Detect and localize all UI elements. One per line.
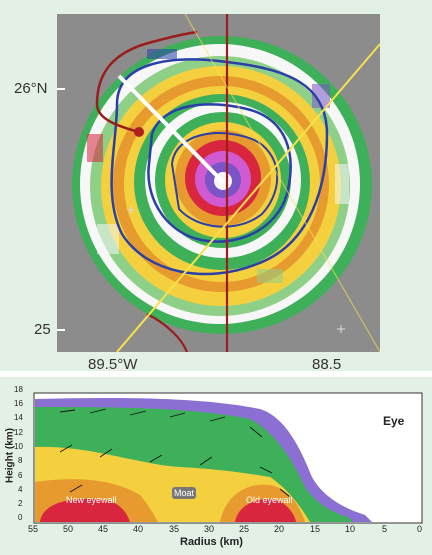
x-tick-20: 20 [274,524,285,534]
x-tick-35: 35 [169,524,180,534]
wind-vectors [59,408,291,498]
old-eyewall-core [235,499,296,522]
cross-section-line [117,74,225,184]
contour-inner [147,103,292,243]
radar-speckle [87,49,349,283]
storm-track-north [95,30,198,105]
lon-label-88-5: 88.5 [312,356,342,373]
y-axis-title: Height (km) [4,428,16,483]
y-tick-2: 2 [18,499,23,508]
radar-map [57,13,381,353]
storm-track-south [146,313,189,353]
x-tick-30: 30 [204,524,215,534]
y-tick-12: 12 [14,428,23,437]
y-tick-labels: 18 16 14 12 10 8 6 4 2 0 [14,385,32,525]
flight-leg-nw-se [184,13,381,353]
storm-position-marker [134,127,144,137]
y-tick-0: 0 [18,513,23,522]
x-tick-55: 55 [28,524,39,534]
panel-divider [0,371,432,377]
lat-tick-26n [57,88,65,90]
contour-outer [110,58,329,276]
y-tick-16: 16 [14,399,23,408]
cross-section-panel [0,377,432,550]
y-tick-14: 14 [14,413,23,422]
y-tick-8: 8 [18,456,23,465]
y-tick-6: 6 [18,471,23,480]
flight-leg-sw-ne [116,43,381,353]
moat-label: Moat [172,487,197,499]
lat-label-26n: 26°N [14,80,48,97]
storm-track-hook [95,103,140,134]
eye-label: Eye [383,414,405,428]
x-tick-15: 15 [310,524,321,534]
lon-label-89-5w: 89.5°W [88,356,138,373]
reflectivity-rings [72,36,372,334]
x-axis-title: Radius (km) [180,536,243,548]
x-tick-labels: 55 50 45 40 35 30 25 20 15 10 5 0 [28,524,428,536]
old-eyewall-label: Old eyewall [246,495,293,505]
x-tick-5: 5 [382,524,388,534]
x-tick-0: 0 [417,524,423,534]
new-eyewall-core [40,498,130,522]
grid-crosses [127,206,345,333]
x-tick-40: 40 [133,524,144,534]
y-tick-10: 10 [14,442,23,451]
lat-label-25: 25 [34,321,51,338]
x-tick-50: 50 [63,524,74,534]
y-tick-18: 18 [14,385,23,394]
lat-tick-25 [57,329,65,331]
cross-section-plot [33,392,423,524]
y-tick-4: 4 [18,485,23,494]
x-tick-25: 25 [239,524,250,534]
radar-map-panel [57,13,381,353]
x-tick-45: 45 [98,524,109,534]
new-eyewall-label: New eyewall [66,495,117,505]
x-tick-10: 10 [345,524,356,534]
